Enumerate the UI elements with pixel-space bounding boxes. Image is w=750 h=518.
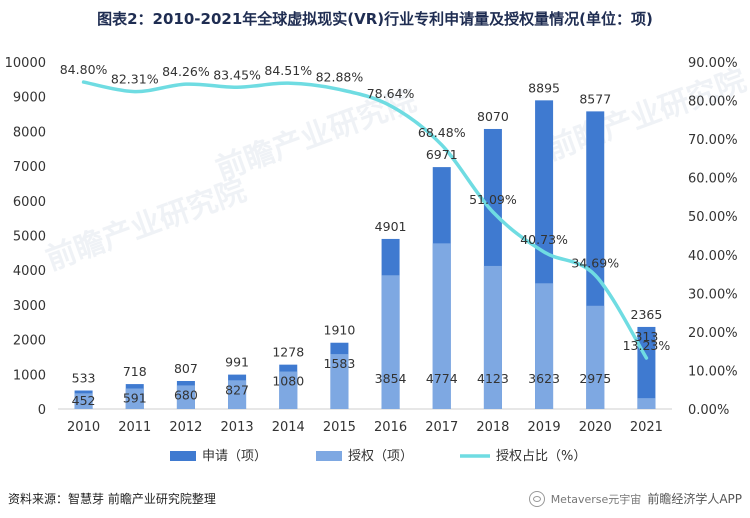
grant-data-label: 2975 [579, 371, 611, 386]
y-right-tick-label: 0.00% [688, 403, 729, 418]
source-note: 资料来源：智慧芽 前瞻产业研究院整理 [8, 492, 216, 506]
y-right-tick-label: 70.00% [688, 133, 738, 148]
chart-title: 图表2：2010-2021年全球虚拟现实(VR)行业专利申请量及授权量情况(单位… [97, 10, 653, 28]
grant-data-label: 3623 [528, 371, 560, 386]
apply-data-label: 1910 [324, 323, 356, 338]
bar-grant [125, 388, 144, 409]
grant-data-label: 1080 [272, 374, 304, 389]
legend-label-ratio: 授权占比（%） [496, 448, 586, 464]
y-right-tick-label: 30.00% [688, 287, 738, 302]
account-name: Metaverse元宇宙 [550, 492, 642, 506]
bar-grant [330, 354, 349, 409]
ratio-data-label: 13.23% [623, 338, 671, 353]
apply-data-label: 6971 [426, 147, 458, 162]
ratio-data-label: 78.64% [367, 86, 415, 101]
bar-grant [637, 398, 656, 409]
y-right-tick-label: 10.00% [688, 364, 738, 379]
legend-label-apply: 申请（项） [202, 449, 267, 464]
bar-grant [381, 275, 400, 409]
credit: Metaverse元宇宙 前瞻经济学人APP [528, 490, 742, 507]
bar-grant [279, 371, 298, 409]
grant-data-label: 591 [123, 390, 147, 405]
grant-data-label: 4774 [426, 371, 458, 386]
grant-data-label: 3854 [375, 371, 407, 386]
ratio-data-label: 84.51% [264, 63, 312, 78]
grant-data-label: 452 [72, 393, 96, 408]
y-right-tick-label: 90.00% [688, 56, 738, 71]
y-left-tick-label: 0 [38, 403, 46, 418]
y-left-tick-label: 2000 [13, 334, 46, 349]
grant-data-label: 680 [174, 387, 198, 402]
x-tick-label: 2013 [221, 420, 254, 435]
y-left-tick-label: 5000 [13, 230, 46, 245]
ratio-line [81, 80, 649, 360]
y-left-tick-label: 1000 [13, 368, 46, 383]
grant-data-label: 4123 [477, 371, 509, 386]
ratio-data-label: 82.88% [316, 69, 364, 84]
ratio-data-label: 68.48% [418, 125, 466, 140]
legend-label-grant: 授权（项） [348, 448, 413, 464]
bar-grant [535, 283, 554, 409]
apply-data-label: 718 [123, 364, 147, 379]
y-left-tick-label: 3000 [13, 299, 46, 314]
ratio-data-label: 84.80% [60, 62, 108, 77]
wechat-icon [528, 490, 545, 507]
grant-data-label: 313 [634, 329, 658, 344]
y-right-tick-label: 40.00% [688, 249, 738, 264]
y-left-tick-label: 8000 [13, 125, 46, 140]
apply-data-label: 533 [72, 371, 96, 386]
y-right-tick-label: 60.00% [688, 172, 738, 187]
apply-data-label: 1278 [272, 345, 304, 360]
grant-data-label: 1583 [324, 356, 356, 371]
x-tick-label: 2014 [272, 420, 305, 435]
ratio-data-label: 40.73% [520, 232, 568, 247]
x-tick-label: 2011 [118, 420, 151, 435]
x-tick-label: 2012 [169, 420, 202, 435]
bar-grant [432, 243, 451, 409]
credit-label: 前瞻经济学人APP [647, 492, 742, 506]
grant-data-label: 827 [225, 382, 249, 397]
bar-grant [176, 385, 195, 409]
apply-data-label: 2365 [631, 307, 663, 322]
y-left-tick-label: 7000 [13, 160, 46, 175]
legend-swatch-grant [316, 451, 342, 461]
apply-data-label: 8577 [579, 91, 611, 106]
ratio-data-label: 84.26% [162, 64, 210, 79]
y-right-tick-label: 20.00% [688, 326, 738, 341]
ratio-data-label: 82.31% [111, 72, 159, 87]
bar-grant [228, 380, 247, 409]
apply-data-label: 8895 [528, 80, 560, 95]
apply-data-label: 4901 [375, 219, 407, 234]
ratio-data-label: 34.69% [571, 255, 619, 270]
apply-data-label: 807 [174, 361, 198, 376]
apply-data-label: 8070 [477, 109, 509, 124]
y-left-tick-label: 6000 [13, 195, 46, 210]
y-left-tick-label: 4000 [13, 264, 46, 279]
bar-grant [586, 305, 605, 409]
ratio-data-label: 51.09% [469, 192, 517, 207]
bar-grant [483, 265, 502, 409]
x-tick-label: 2021 [630, 420, 663, 435]
apply-data-label: 991 [225, 355, 249, 370]
y-right-tick-label: 80.00% [688, 95, 738, 110]
y-left-tick-label: 10000 [5, 56, 46, 71]
x-tick-label: 2019 [528, 420, 561, 435]
ratio-data-label: 83.45% [213, 67, 261, 82]
y-right-tick-label: 50.00% [688, 210, 738, 225]
x-tick-label: 2018 [476, 420, 509, 435]
x-tick-label: 2016 [374, 420, 407, 435]
x-tick-label: 2017 [425, 420, 458, 435]
x-tick-label: 2015 [323, 420, 356, 435]
legend-swatch-apply [170, 451, 196, 461]
bar-grant [74, 393, 93, 409]
x-tick-label: 2020 [579, 420, 612, 435]
y-left-tick-label: 9000 [13, 91, 46, 106]
x-tick-label: 2010 [67, 420, 100, 435]
